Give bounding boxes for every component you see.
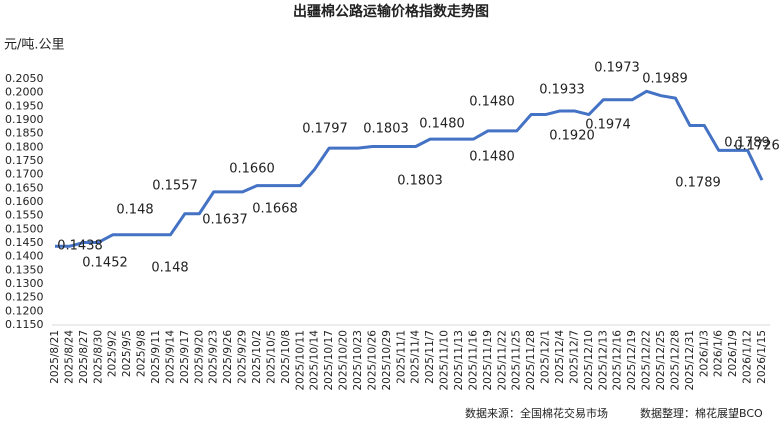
x-tick-label: 2025/8/30 <box>92 330 104 384</box>
y-tick-label: 0.1400 <box>5 250 44 263</box>
x-tick-label: 2025/10/29 <box>381 330 393 391</box>
y-tick-label: 0.2050 <box>5 72 44 85</box>
y-tick-label: 0.1250 <box>5 291 44 304</box>
x-tick-label: 2025/12/22 <box>641 330 653 391</box>
x-tick-label: 2025/12/7 <box>568 330 580 384</box>
x-tick-label: 2025/10/20 <box>338 330 350 391</box>
annotation: 0.1789 <box>724 136 770 151</box>
y-tick-label: 0.1650 <box>5 181 44 194</box>
y-tick-label: 0.1700 <box>5 168 44 181</box>
y-tick-label: 0.1800 <box>5 140 44 153</box>
x-tick-label: 2025/10/17 <box>323 330 335 391</box>
y-tick-label: 0.1950 <box>5 99 44 112</box>
x-tick-label: 2025/9/11 <box>150 330 162 384</box>
x-tick-label: 2025/11/19 <box>482 330 494 391</box>
x-tick-label: 2025/11/7 <box>424 330 436 384</box>
y-tick-label: 0.1850 <box>5 127 44 140</box>
annotation: 0.1668 <box>252 202 298 217</box>
x-tick-label: 2025/10/23 <box>352 330 364 391</box>
annotation: 0.1989 <box>642 72 688 87</box>
x-tick-label: 2025/12/1 <box>540 330 552 384</box>
annotation: 0.1480 <box>469 95 515 110</box>
x-tick-label: 2025/9/26 <box>222 330 234 384</box>
x-tick-label: 2025/9/29 <box>237 330 249 384</box>
annotation: 0.1789 <box>675 176 721 191</box>
y-tick-label: 0.1550 <box>5 209 44 222</box>
x-tick-label: 2025/12/25 <box>655 330 667 391</box>
x-tick-label: 2025/12/13 <box>597 330 609 391</box>
x-tick-label: 2025/8/24 <box>63 330 75 384</box>
annotation: 0.1803 <box>363 122 409 137</box>
annotation: 0.1803 <box>397 174 443 189</box>
x-tick-label: 2026/1/3 <box>698 330 710 377</box>
y-tick-label: 0.1900 <box>5 113 44 126</box>
x-tick-label: 2025/11/4 <box>410 330 422 384</box>
compiled-by: 数据整理：棉花展望BCO <box>640 406 763 420</box>
annotation: 0.1920 <box>549 129 595 144</box>
x-tick-label: 2025/10/2 <box>251 330 263 384</box>
source: 数据来源：全国棉花交易市场 <box>465 406 608 420</box>
y-tick-label: 0.1450 <box>5 236 44 249</box>
line <box>55 89 764 248</box>
x-tick-label: 2025/12/28 <box>669 330 681 391</box>
annotation: 0.1452 <box>82 256 128 271</box>
x-tick-label: 2025/11/22 <box>496 330 508 391</box>
y-tick-label: 0.1350 <box>5 263 44 276</box>
x-tick-label: 2025/12/10 <box>583 330 595 391</box>
x-tick-label: 2025/12/16 <box>612 330 624 391</box>
x-tick-label: 2025/10/5 <box>265 330 277 384</box>
x-tick-label: 2025/10/11 <box>294 330 306 391</box>
x-tick-label: 2025/12/31 <box>684 330 696 391</box>
x-tick-label: 2025/9/5 <box>121 330 133 377</box>
y-tick-label: 0.1200 <box>5 304 44 317</box>
annotation: 0.1973 <box>594 61 640 76</box>
annotation: 0.1480 <box>419 117 465 132</box>
x-tick-label: 2026/1/6 <box>713 330 725 377</box>
annotation: 0.148 <box>151 261 188 276</box>
annotation: 0.1438 <box>57 239 103 254</box>
annotation: 0.1480 <box>469 150 515 165</box>
x-tick-label: 2025/9/23 <box>208 330 220 384</box>
x-tick-label: 2025/9/14 <box>164 330 176 384</box>
annotation: 0.1726 <box>734 139 780 154</box>
annotation: 0.1660 <box>229 162 275 177</box>
x-tick-label: 2025/11/13 <box>453 330 465 391</box>
x-tick-label: 2025/10/8 <box>280 330 292 384</box>
x-tick-label: 2025/9/20 <box>193 330 205 384</box>
y-tick-label: 0.2000 <box>5 86 44 99</box>
x-tick-label: 2025/10/26 <box>366 330 378 391</box>
x-tick-label: 2025/9/17 <box>179 330 191 384</box>
x-tick-label: 2025/8/21 <box>49 330 61 384</box>
annotation: 0.1974 <box>585 118 631 133</box>
y-tick-label: 0.1150 <box>5 318 44 331</box>
x-tick-label: 2026/1/15 <box>756 330 768 384</box>
x-tick-label: 2026/1/9 <box>727 330 739 377</box>
annotation: 0.1933 <box>539 83 585 98</box>
x-tick-label: 2025/12/4 <box>554 330 566 384</box>
y-tick-label: 0.1500 <box>5 222 44 235</box>
x-tick-label: 2025/11/10 <box>439 330 451 391</box>
y-unit: 元/吨.公里 <box>4 38 65 53</box>
x-tick-label: 2025/9/8 <box>136 330 148 377</box>
chart-title: 出疆棉公路运输价格指数走势图 <box>293 3 489 20</box>
x-tick-label: 2025/11/16 <box>467 330 479 391</box>
annotation: 0.1637 <box>202 213 248 228</box>
x-tick-label: 2025/11/28 <box>525 330 537 391</box>
x-tick-label: 2025/11/25 <box>511 330 523 391</box>
x-tick-label: 2025/11/1 <box>395 330 407 384</box>
y-tick-label: 0.1750 <box>5 154 44 167</box>
annotation: 0.148 <box>116 203 153 218</box>
x-tick-label: 2025/9/2 <box>107 330 119 377</box>
x-tick-label: 2025/10/14 <box>309 330 321 391</box>
y-tick-label: 0.1600 <box>5 195 44 208</box>
x-tick-label: 2025/12/19 <box>626 330 638 391</box>
annotation: 0.1557 <box>152 179 198 194</box>
annotation: 0.1797 <box>302 122 348 137</box>
x-tick-label: 2025/8/27 <box>78 330 90 384</box>
y-tick-label: 0.1300 <box>5 277 44 290</box>
x-tick-label: 2026/1/12 <box>742 330 754 384</box>
